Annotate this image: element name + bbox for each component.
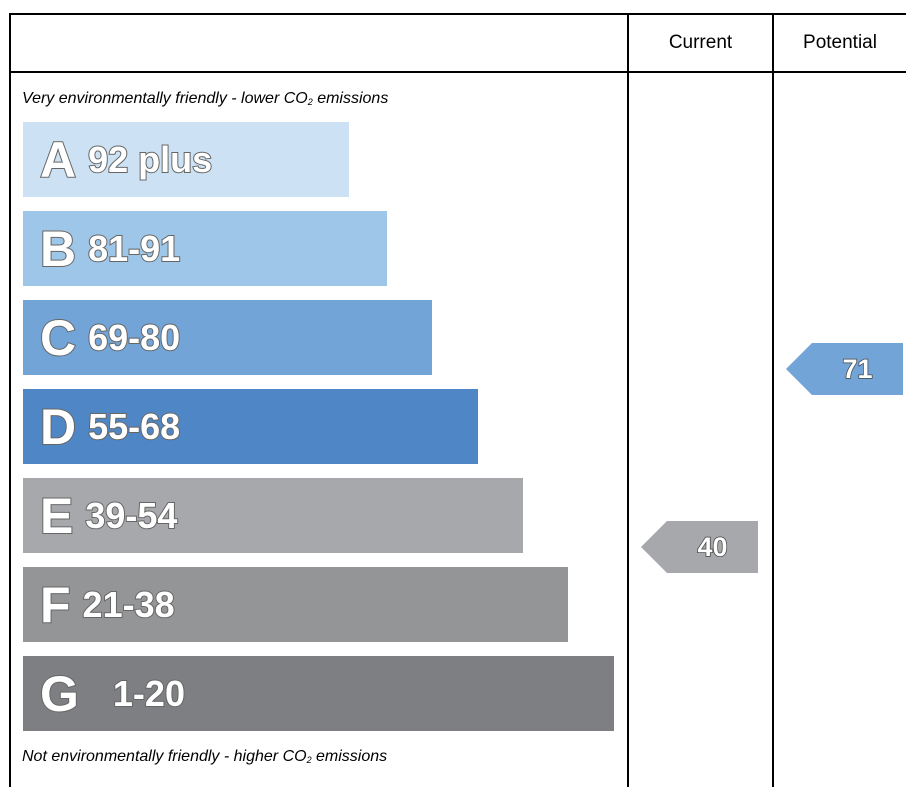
- band-range: 92 plus: [87, 138, 213, 181]
- band-range: 69-80: [87, 316, 181, 359]
- bottom-note-prefix: Not environmentally friendly - higher CO: [22, 748, 307, 765]
- band-label: E 39-54: [39, 478, 178, 553]
- potential-column-header: Potential: [803, 32, 877, 53]
- left-border: [9, 13, 11, 73]
- left-border-lower: [9, 73, 11, 787]
- bottom-note-subscript: 2: [306, 755, 312, 765]
- band-f: F 21-38: [23, 567, 568, 642]
- band-range: 81-91: [87, 227, 181, 270]
- band-g: G 1-20: [23, 656, 614, 731]
- top-note-prefix: Very environmentally friendly - lower CO: [22, 90, 308, 107]
- band-letter: C: [39, 309, 77, 367]
- band-letter: E: [39, 487, 74, 545]
- bottom-note: Not environmentally friendly - higher CO…: [22, 748, 387, 766]
- potential-column-divider: [772, 13, 774, 787]
- band-label: G 1-20: [39, 656, 186, 731]
- current-column-divider: [627, 13, 629, 787]
- band-letter: D: [39, 398, 77, 456]
- potential-rating-value: 71: [842, 353, 874, 385]
- potential-rating-pointer: 71: [786, 343, 903, 395]
- top-border: [9, 13, 906, 15]
- header-divider: [9, 71, 906, 73]
- potential-pointer-arrow: [786, 343, 903, 395]
- current-column-header: Current: [668, 32, 733, 53]
- band-range: 55-68: [87, 405, 181, 448]
- band-letter: G: [39, 665, 80, 723]
- band-range: 21-38: [82, 583, 176, 626]
- band-b: B 81-91: [23, 211, 387, 286]
- band-label: A 92 plus: [39, 122, 213, 197]
- band-range: 39-54: [84, 494, 178, 537]
- band-label: F 21-38: [39, 567, 176, 642]
- top-note-subscript: 2: [307, 97, 313, 107]
- top-note: Very environmentally friendly - lower CO…: [22, 90, 388, 108]
- band-letter: B: [39, 220, 77, 278]
- band-label: C 69-80: [39, 300, 181, 375]
- band-label: B 81-91: [39, 211, 181, 286]
- current-rating-value: 40: [697, 531, 729, 563]
- band-letter: A: [39, 131, 77, 189]
- band-e: E 39-54: [23, 478, 523, 553]
- band-d: D 55-68: [23, 389, 478, 464]
- current-pointer-arrow: [641, 521, 758, 573]
- bottom-note-suffix: emissions: [311, 748, 388, 765]
- band-letter: F: [39, 576, 72, 634]
- top-note-suffix: emissions: [312, 90, 389, 107]
- band-range: 1-20: [112, 672, 186, 715]
- band-label: D 55-68: [39, 389, 181, 464]
- current-rating-pointer: 40: [641, 521, 758, 573]
- band-c: C 69-80: [23, 300, 432, 375]
- band-a: A 92 plus: [23, 122, 349, 197]
